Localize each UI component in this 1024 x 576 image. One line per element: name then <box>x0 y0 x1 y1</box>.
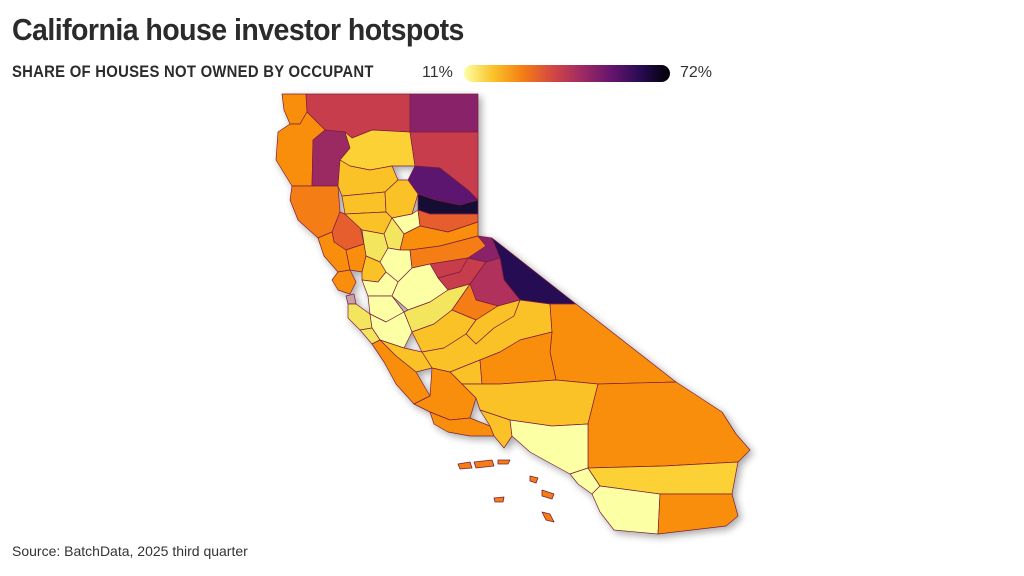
source-note: Source: BatchData, 2025 third quarter <box>12 543 248 559</box>
island <box>493 496 505 503</box>
chart-title: California house investor hotspots <box>12 12 464 47</box>
island <box>457 461 473 470</box>
legend-color-scale <box>464 65 670 82</box>
island <box>529 475 539 484</box>
county-kern <box>461 379 599 427</box>
island <box>541 511 555 523</box>
island <box>497 459 511 465</box>
county-san-bernardino <box>587 381 751 469</box>
county-modoc <box>409 93 479 133</box>
county-san-francisco <box>345 293 357 305</box>
county-los-angeles <box>509 419 589 475</box>
county-glenn <box>341 191 387 215</box>
legend-max-label: 72% <box>680 64 713 81</box>
county-inyo <box>549 303 677 385</box>
county-san-diego <box>591 485 661 535</box>
county-marin <box>331 269 357 295</box>
island <box>541 489 555 500</box>
county-shapes <box>275 93 751 535</box>
county-imperial <box>657 493 739 535</box>
island <box>473 459 495 469</box>
county-san-mateo <box>347 303 373 331</box>
legend-min-label: 11% <box>422 64 453 81</box>
chart-subtitle: SHARE OF HOUSES NOT OWNED BY OCCUPANT <box>12 63 374 81</box>
channel-islands <box>457 459 555 523</box>
